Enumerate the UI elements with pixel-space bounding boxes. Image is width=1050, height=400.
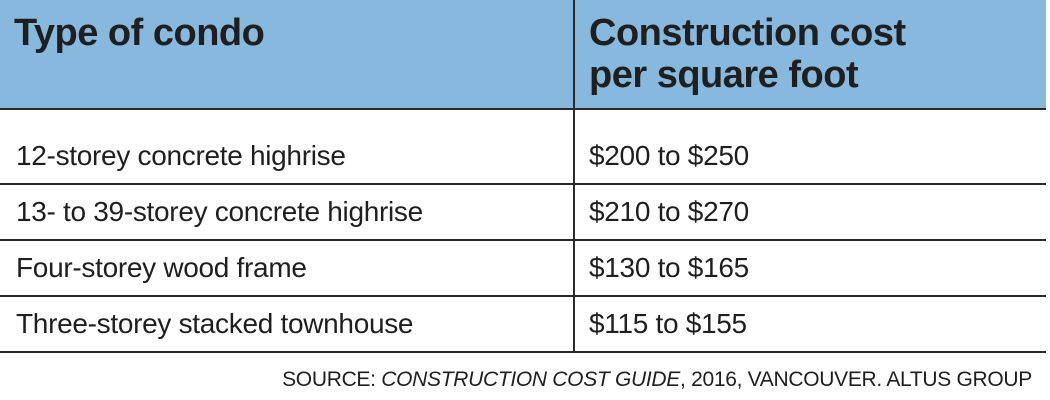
- header-cost-line2: per square foot: [589, 54, 859, 96]
- row-condo-type: Three-storey stacked townhouse: [0, 296, 575, 353]
- construction-cost-table: Type of condo Construction cost per squa…: [0, 0, 1046, 353]
- header-cost-line1: Construction cost: [589, 12, 906, 54]
- source-title: CONSTRUCTION COST GUIDE: [381, 368, 680, 391]
- row-cost: $210 to $270: [574, 184, 1046, 241]
- header-construction-cost: Construction cost per square foot: [574, 0, 1046, 110]
- table-header-row: Type of condo Construction cost per squa…: [0, 0, 1046, 110]
- row-cost: $130 to $165: [574, 240, 1046, 297]
- table-row: 13- to 39-storey concrete highrise $210 …: [0, 184, 1046, 241]
- source-suffix: , 2016, VANCOUVER. ALTUS GROUP: [680, 368, 1032, 391]
- row-cost: $115 to $155: [574, 296, 1046, 353]
- row-condo-type: 12-storey concrete highrise: [0, 128, 575, 185]
- cost-table-container: Type of condo Construction cost per squa…: [0, 0, 1046, 353]
- row-condo-type: Four-storey wood frame: [0, 240, 575, 297]
- header-type-of-condo: Type of condo: [0, 0, 575, 110]
- row-condo-type: 13- to 39-storey concrete highrise: [0, 184, 575, 241]
- source-prefix: SOURCE:: [282, 368, 382, 391]
- table-spacer-row: [0, 109, 1046, 128]
- row-cost: $200 to $250: [574, 128, 1046, 185]
- table-row: Three-storey stacked townhouse $115 to $…: [0, 296, 1046, 353]
- table-row: 12-storey concrete highrise $200 to $250: [0, 128, 1046, 185]
- spacer-cell: [0, 109, 575, 128]
- source-credit: SOURCE: CONSTRUCTION COST GUIDE, 2016, V…: [282, 368, 1032, 392]
- spacer-cell: [574, 109, 1046, 128]
- table-row: Four-storey wood frame $130 to $165: [0, 240, 1046, 297]
